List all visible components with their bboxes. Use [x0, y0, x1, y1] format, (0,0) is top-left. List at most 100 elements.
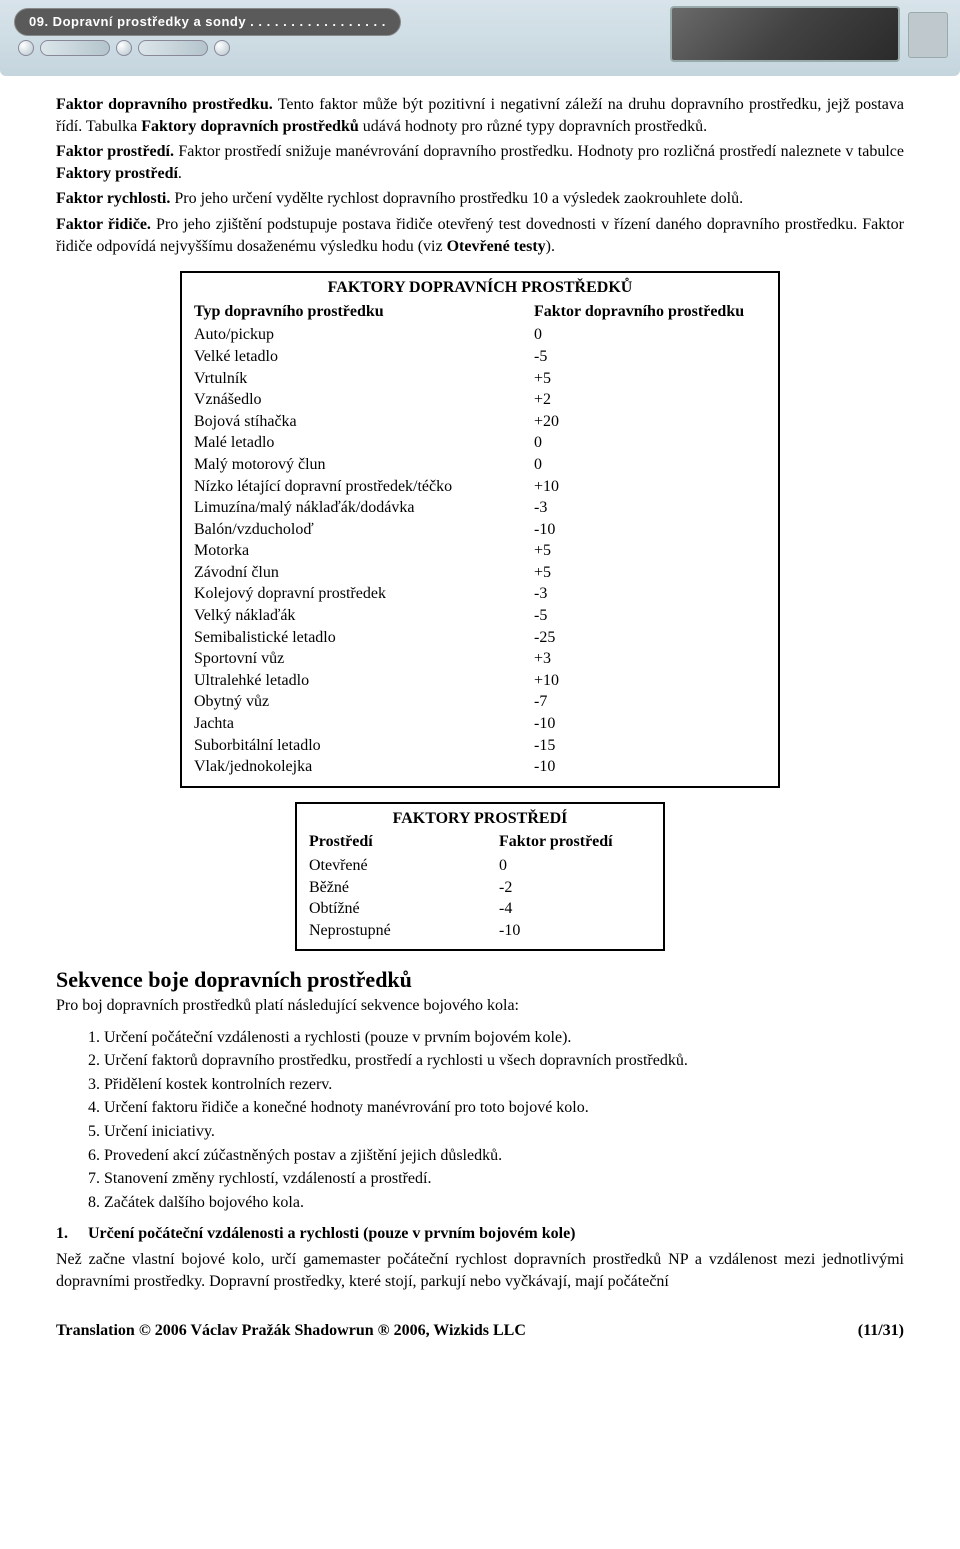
table-row: Velké letadlo-5 — [194, 346, 766, 368]
page-footer: Translation © 2006 Václav Pražák Shadowr… — [0, 1296, 960, 1358]
text: . — [178, 165, 182, 182]
table-row: Kolejový dopravní prostředek-3 — [194, 583, 766, 605]
cell-type: Motorka — [194, 540, 526, 562]
cell-factor: -5 — [526, 346, 766, 368]
header-panel-image — [670, 6, 900, 62]
cell-factor: -3 — [526, 583, 766, 605]
page-content: Faktor dopravního prostředku. Tento fakt… — [0, 76, 960, 1292]
table-row: Vlak/jednokolejka-10 — [194, 756, 766, 778]
text: ). — [546, 238, 555, 255]
text: Pro jeho určení vydělte rychlost dopravn… — [170, 190, 743, 207]
table-row: Obtížné-4 — [309, 898, 651, 920]
cell-factor: -5 — [526, 605, 766, 627]
cell-type: Suborbitální letadlo — [194, 735, 526, 757]
list-item: Provedení akcí zúčastněných postav a zji… — [104, 1145, 904, 1167]
cell-type: Malé letadlo — [194, 432, 526, 454]
cell-factor: -7 — [526, 691, 766, 713]
header-controls — [18, 40, 230, 56]
cell-type: Vlak/jednokolejka — [194, 756, 526, 778]
control-dot-1 — [18, 40, 34, 56]
table-row: Auto/pickup0 — [194, 324, 766, 346]
cell-type: Velké letadlo — [194, 346, 526, 368]
list-item: Stanovení změny rychlostí, vzdáleností a… — [104, 1168, 904, 1190]
cell-type: Semibalistické letadlo — [194, 627, 526, 649]
column-header-type: Typ dopravního prostředku — [194, 301, 526, 323]
chapter-header: 09. Dopravní prostředky a sondy . . . . … — [0, 0, 960, 76]
list-item: Určení faktorů dopravního prostředku, pr… — [104, 1050, 904, 1072]
control-bar-2 — [138, 40, 208, 56]
paragraph-environment-factor: Faktor prostředí. Faktor prostředí snižu… — [56, 141, 904, 184]
section-heading-combat-sequence: Sekvence boje dopravních prostředků — [56, 965, 904, 995]
table-row: Vznášedlo+2 — [194, 389, 766, 411]
table-row: Balón/vzducholoď-10 — [194, 519, 766, 541]
column-header-env: Prostředí — [309, 831, 491, 853]
cell-factor: +3 — [526, 648, 766, 670]
cell-type: Malý motorový člun — [194, 454, 526, 476]
cell-type: Obytný vůz — [194, 691, 526, 713]
cell-factor: +5 — [526, 540, 766, 562]
step-1-body: Než začne vlastní bojové kolo, určí game… — [56, 1249, 904, 1292]
column-header-envfactor: Faktor prostředí — [491, 831, 651, 853]
table-row: Sportovní vůz+3 — [194, 648, 766, 670]
cell-type: Závodní člun — [194, 562, 526, 584]
paragraph-vehicle-factor: Faktor dopravního prostředku. Tento fakt… — [56, 94, 904, 137]
environment-factors-table: FAKTORY PROSTŘEDÍ Prostředí Faktor prost… — [295, 802, 665, 952]
table-row: Běžné-2 — [309, 877, 651, 899]
chapter-title-pill: 09. Dopravní prostředky a sondy . . . . … — [14, 8, 401, 36]
cell-factor: -3 — [526, 497, 766, 519]
cell-type: Vrtulník — [194, 368, 526, 390]
cell-type: Sportovní vůz — [194, 648, 526, 670]
term-speed-factor: Faktor rychlosti. — [56, 190, 170, 207]
section-intro: Pro boj dopravních prostředků platí násl… — [56, 995, 904, 1017]
paragraph-speed-factor: Faktor rychlosti. Pro jeho určení vydělt… — [56, 188, 904, 210]
combat-sequence-list: Určení počáteční vzdálenosti a rychlosti… — [56, 1027, 904, 1214]
list-item: Přidělení kostek kontrolních rezerv. — [104, 1074, 904, 1096]
table-row: Ultralehké letadlo+10 — [194, 670, 766, 692]
list-item: Určení faktoru řidiče a konečné hodnoty … — [104, 1097, 904, 1119]
footer-page-number: (11/31) — [858, 1320, 904, 1342]
cell-factor: +5 — [526, 368, 766, 390]
table-title: FAKTORY DOPRAVNÍCH PROSTŘEDKŮ — [194, 277, 766, 299]
step-1-heading: 1. Určení počáteční vzdálenosti a rychlo… — [56, 1223, 904, 1245]
table-ref-2: Faktory prostředí — [56, 165, 178, 182]
table-title: FAKTORY PROSTŘEDÍ — [309, 808, 651, 830]
table-row: Suborbitální letadlo-15 — [194, 735, 766, 757]
cell-factor: -10 — [491, 920, 651, 942]
table-ref-1: Faktory dopravních prostředků — [141, 118, 359, 135]
cell-factor: -2 — [491, 877, 651, 899]
cell-type: Nízko létající dopravní prostředek/téčko — [194, 476, 526, 498]
cell-factor: -25 — [526, 627, 766, 649]
term-vehicle-factor: Faktor dopravního prostředku. — [56, 96, 273, 113]
control-bar-1 — [40, 40, 110, 56]
list-item: Určení iniciativy. — [104, 1121, 904, 1143]
paragraph-driver-factor: Faktor řidiče. Pro jeho zjištění podstup… — [56, 214, 904, 257]
cell-factor: 0 — [526, 324, 766, 346]
cell-type: Jachta — [194, 713, 526, 735]
table-row: Nízko létající dopravní prostředek/téčko… — [194, 476, 766, 498]
cell-type: Auto/pickup — [194, 324, 526, 346]
table-row: Vrtulník+5 — [194, 368, 766, 390]
table-row: Obytný vůz-7 — [194, 691, 766, 713]
text: udává hodnoty pro různé typy dopravních … — [359, 118, 707, 135]
table-row: Neprostupné-10 — [309, 920, 651, 942]
cell-env: Neprostupné — [309, 920, 491, 942]
step-1-title: 1. Určení počáteční vzdálenosti a rychlo… — [56, 1225, 576, 1242]
cell-type: Bojová stíhačka — [194, 411, 526, 433]
table-row: Malý motorový člun0 — [194, 454, 766, 476]
cell-type: Velký náklaďák — [194, 605, 526, 627]
cell-env: Obtížné — [309, 898, 491, 920]
cell-factor: -4 — [491, 898, 651, 920]
cell-type: Vznášedlo — [194, 389, 526, 411]
column-header-factor: Faktor dopravního prostředku — [526, 301, 766, 323]
list-item: Určení počáteční vzdálenosti a rychlosti… — [104, 1027, 904, 1049]
list-item: Začátek dalšího bojového kola. — [104, 1192, 904, 1214]
cell-factor: +10 — [526, 476, 766, 498]
table-row: Jachta-10 — [194, 713, 766, 735]
table-row: Otevřené0 — [309, 855, 651, 877]
cell-type: Kolejový dopravní prostředek — [194, 583, 526, 605]
header-side-stub — [908, 12, 948, 58]
cell-factor: 0 — [526, 432, 766, 454]
footer-copyright: Translation © 2006 Václav Pražák Shadowr… — [56, 1320, 526, 1342]
cell-factor: +20 — [526, 411, 766, 433]
cell-factor: -10 — [526, 519, 766, 541]
